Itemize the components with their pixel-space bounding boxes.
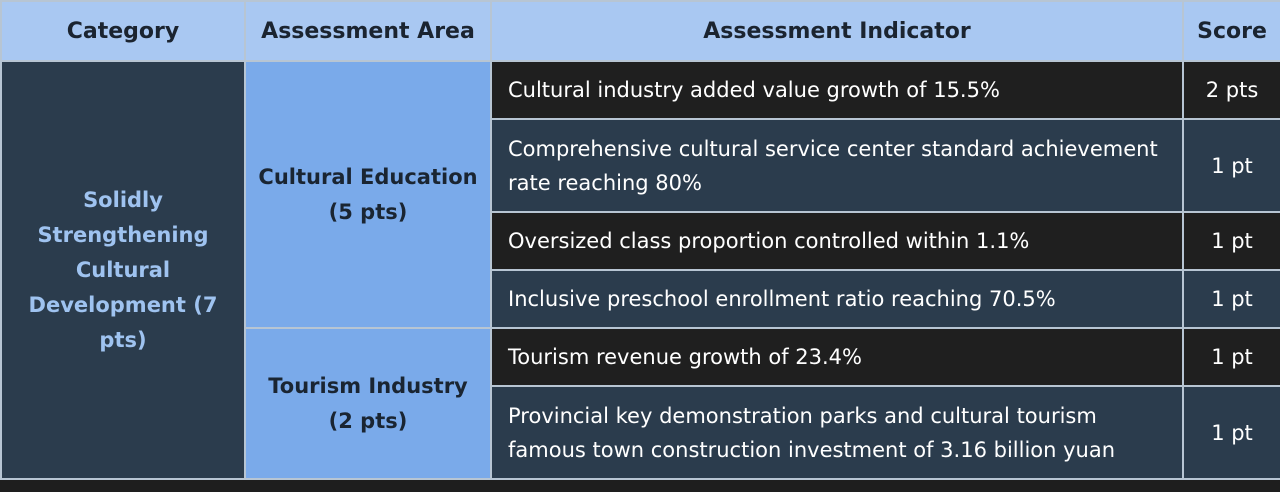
table-row: Inclusive preschool enrollment ratio rea… (1, 269, 1280, 329)
category-cell: Solidly Strengthening Cultural Developme… (0, 60, 246, 480)
area-name: Cultural Education (258, 164, 478, 189)
indicator-cell: Provincial key demonstration parks and c… (490, 385, 1184, 480)
indicator-cell: Oversized class proportion controlled wi… (490, 211, 1184, 271)
score-cell: 1 pt (1182, 269, 1280, 329)
header-assessment-area: Assessment Area (244, 0, 492, 62)
table-row: Provincial key demonstration parks and c… (1, 385, 1280, 480)
area-cell-cultural-education: Cultural Education (5 pts) (244, 60, 492, 329)
area-points: (2 pts) (328, 408, 408, 433)
table-row: Solidly Strengthening Cultural Developme… (0, 60, 1280, 480)
indicator-cell: Tourism revenue growth of 23.4% (490, 327, 1184, 387)
table-row: Tourism Industry (2 pts) Tourism revenue… (1, 327, 1280, 480)
assessment-table: Category Assessment Area Assessment Indi… (0, 0, 1280, 480)
score-cell: 1 pt (1182, 118, 1280, 213)
header-row: Category Assessment Area Assessment Indi… (0, 0, 1280, 62)
table-row: Oversized class proportion controlled wi… (1, 211, 1280, 271)
header-assessment-indicator: Assessment Indicator (490, 0, 1184, 62)
indicator-cell: Cultural industry added value growth of … (490, 60, 1184, 120)
area-name: Tourism Industry (268, 373, 468, 398)
area-points: (5 pts) (328, 199, 408, 224)
score-cell: 1 pt (1182, 211, 1280, 271)
table-row: Comprehensive cultural service center st… (1, 118, 1280, 213)
score-cell: 1 pt (1182, 327, 1280, 387)
header-category: Category (0, 0, 246, 62)
score-cell: 2 pts (1182, 60, 1280, 120)
indicator-cell: Inclusive preschool enrollment ratio rea… (490, 269, 1184, 329)
header-score: Score (1182, 0, 1280, 62)
indicator-cell: Comprehensive cultural service center st… (490, 118, 1184, 213)
area-cell-tourism-industry: Tourism Industry (2 pts) (244, 327, 492, 480)
score-cell: 1 pt (1182, 385, 1280, 480)
